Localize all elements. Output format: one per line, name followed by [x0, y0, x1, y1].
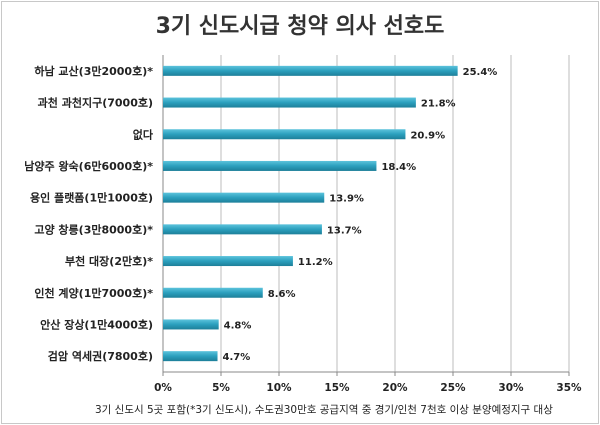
category-label: 남양주 왕숙(6만6000호)* [24, 159, 153, 173]
category-label: 용인 플랫폼(1만1000호) [30, 191, 153, 205]
data-label: 4.8% [224, 320, 252, 331]
data-label: 18.4% [381, 162, 416, 173]
bar [163, 287, 263, 298]
x-tick-label: 35% [556, 382, 582, 394]
x-tick-label: 20% [382, 382, 408, 394]
data-label: 13.9% [329, 194, 364, 205]
category-label: 하남 교산(3만2000호)* [34, 64, 153, 78]
category-label: 고양 창릉(3만8000호)* [34, 222, 153, 236]
bar [163, 65, 458, 76]
category-label: 인천 계양(1만7000호)* [34, 286, 153, 300]
bar [163, 256, 293, 267]
category-label: 과천 과천지구(7000호) [38, 96, 153, 110]
x-tick-label: 0% [154, 382, 172, 394]
category-label: 검암 역세권(7800호) [48, 349, 153, 363]
chart-title: 3기 신도시급 청약 의사 선호도 [155, 14, 445, 39]
data-label: 20.9% [410, 130, 445, 141]
category-label: 부천 대장(2만호)* [65, 254, 153, 268]
x-tick-label: 5% [212, 382, 230, 394]
bar [163, 129, 406, 140]
bar [163, 319, 219, 330]
bar [163, 224, 322, 235]
bar [163, 160, 377, 171]
bar [163, 97, 416, 108]
category-label: 없다 [133, 127, 154, 141]
category-label: 안산 장상(1만4000호) [40, 317, 153, 331]
footnote: 3기 신도시 5곳 포함(*3기 신도시), 수도권30만호 공급지역 중 경기… [95, 404, 553, 416]
data-label: 8.6% [268, 289, 296, 300]
x-tick-label: 15% [324, 382, 350, 394]
bar [163, 192, 325, 203]
data-label: 11.2% [298, 257, 333, 268]
bar [163, 351, 218, 362]
data-label: 25.4% [463, 67, 498, 78]
data-label: 13.7% [327, 225, 362, 236]
x-tick-label: 10% [266, 382, 292, 394]
x-tick-label: 25% [440, 382, 466, 394]
data-label: 4.7% [223, 352, 251, 363]
x-tick-label: 30% [498, 382, 524, 394]
data-label: 21.8% [421, 99, 456, 110]
